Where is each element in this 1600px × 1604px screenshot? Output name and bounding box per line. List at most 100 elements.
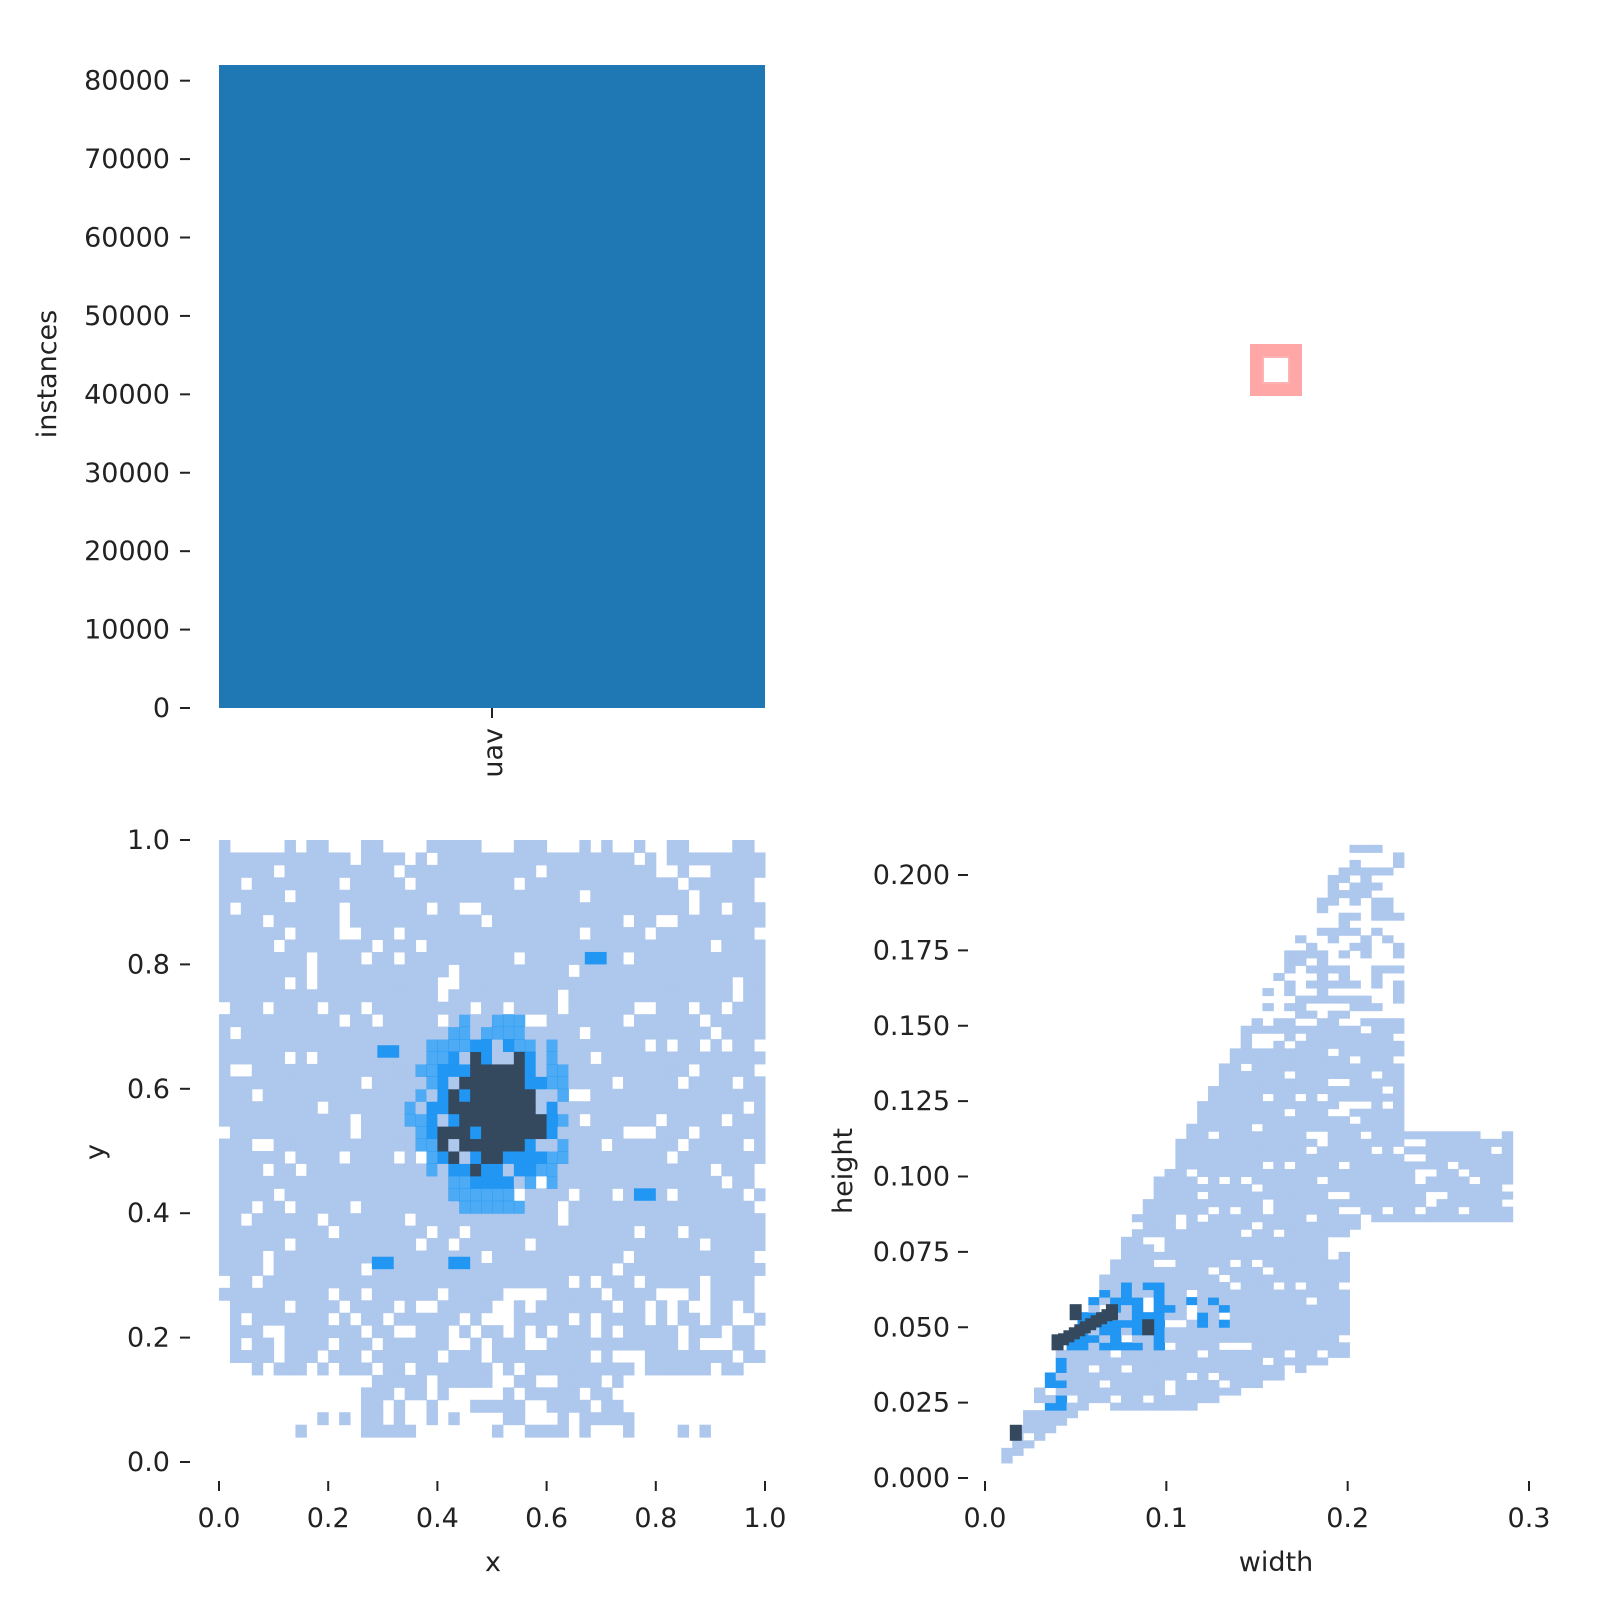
wh-cell [1251, 1199, 1263, 1208]
wh-cell [1327, 1018, 1340, 1027]
wh-cell [1251, 1048, 1263, 1057]
wh-cell [1393, 950, 1405, 959]
xy-cell [306, 1250, 318, 1264]
xy-cell [404, 1225, 417, 1239]
xy-cell [393, 1213, 406, 1227]
xy-cell [262, 1113, 275, 1127]
xy-cell [437, 1300, 449, 1314]
wh-cell [1197, 1304, 1209, 1313]
wh-cell [1229, 1168, 1242, 1177]
xy-cell [284, 1287, 296, 1301]
xy-cell [612, 989, 624, 1003]
wh-cell [1295, 1206, 1307, 1215]
xy-cell [284, 1213, 296, 1227]
wh-cell [1349, 1153, 1361, 1162]
xy-cell [219, 1213, 231, 1227]
wh-cell [1218, 1357, 1231, 1366]
xy-cell [546, 1200, 559, 1214]
wh-cell [1327, 1176, 1340, 1185]
wh-cell [1262, 1312, 1274, 1321]
xy-cell [688, 1138, 700, 1152]
wh-cell [1425, 1131, 1438, 1140]
xy-cell [382, 1063, 395, 1077]
box-shapes-panel [1250, 344, 1302, 396]
xy-cell [470, 1051, 482, 1065]
xy-cell [393, 1088, 406, 1102]
xy-cell [557, 1337, 569, 1351]
xy-cell [426, 1126, 438, 1140]
wh-cell [1349, 1123, 1361, 1132]
wh-cell [1425, 1214, 1438, 1223]
wh-cell [1110, 1342, 1122, 1351]
xy-cell [688, 1325, 700, 1339]
wh-cell [1208, 1161, 1220, 1170]
xy-cell [437, 1275, 449, 1289]
xy-cell [513, 1063, 526, 1077]
xy-cell [339, 1275, 351, 1289]
xy-cell [688, 1014, 700, 1028]
wh-cell [1153, 1289, 1166, 1298]
xy-cell [524, 1088, 537, 1102]
xy-cell [360, 1412, 373, 1426]
wh-cell [1066, 1410, 1078, 1419]
wh-cell [1414, 1199, 1427, 1208]
wh-cell [1349, 1025, 1361, 1034]
xy-cell [382, 1151, 395, 1164]
wh-cell [1273, 1342, 1285, 1351]
xy-cell [655, 1262, 668, 1276]
xy-cell [666, 889, 679, 903]
xy-cell [633, 902, 646, 916]
xy-cell [350, 1076, 362, 1090]
wh-cell [1208, 1319, 1220, 1328]
xy-cell [371, 989, 384, 1003]
wh-cell [1338, 1131, 1350, 1140]
wh-cell [1393, 1131, 1405, 1140]
xy-cell [492, 1325, 504, 1339]
wh-cell [1273, 1018, 1285, 1027]
xy-cell [524, 1076, 537, 1090]
wh-cell [1436, 1138, 1448, 1147]
wh-cell [1218, 1297, 1231, 1306]
wh-cell [1447, 1199, 1459, 1208]
wh-cell [1273, 1116, 1285, 1125]
wh-cell [1382, 1191, 1394, 1200]
xy-cell [754, 976, 766, 990]
xy-cell [612, 1063, 624, 1077]
xy-cell [448, 1076, 460, 1090]
wh-cell [1414, 1131, 1427, 1140]
xy-cell [339, 1101, 351, 1115]
xy-cell [295, 1051, 307, 1065]
xy-cell [251, 927, 264, 941]
xy-cell [644, 989, 657, 1003]
wh-cell [1197, 1380, 1209, 1389]
xy-cell [732, 1225, 744, 1239]
wh-cell [1371, 1168, 1383, 1177]
xy-cell [306, 1151, 318, 1164]
wh-cell [1327, 1304, 1340, 1313]
xy-cell [360, 1026, 373, 1040]
xy-cell [382, 1175, 395, 1189]
xy-cell [317, 1113, 329, 1127]
xy-cell [590, 1262, 602, 1276]
xy-cell [229, 1175, 242, 1189]
xy-cell [317, 1151, 329, 1164]
box-outline-mid [1254, 348, 1298, 392]
wh-cell [1382, 1033, 1394, 1042]
wh-ytick-label: 0.150 [873, 1011, 950, 1042]
xy-cell [481, 1287, 493, 1301]
xy-cell [295, 1337, 307, 1351]
xy-cell [688, 1151, 700, 1164]
xy-cell [557, 1014, 569, 1028]
xy-cell [633, 1163, 646, 1177]
wh-cell [1131, 1327, 1144, 1336]
xy-cell [240, 1325, 253, 1339]
xy-cell [404, 1126, 417, 1140]
xy-cell [601, 1225, 613, 1239]
wh-cell [1131, 1364, 1144, 1373]
wh-cell [1327, 935, 1340, 944]
xy-cell [612, 864, 624, 878]
wh-cell [1338, 980, 1350, 989]
wh-cell [1273, 1221, 1285, 1230]
wh-cell [1121, 1372, 1133, 1381]
xy-cell [360, 1387, 373, 1401]
